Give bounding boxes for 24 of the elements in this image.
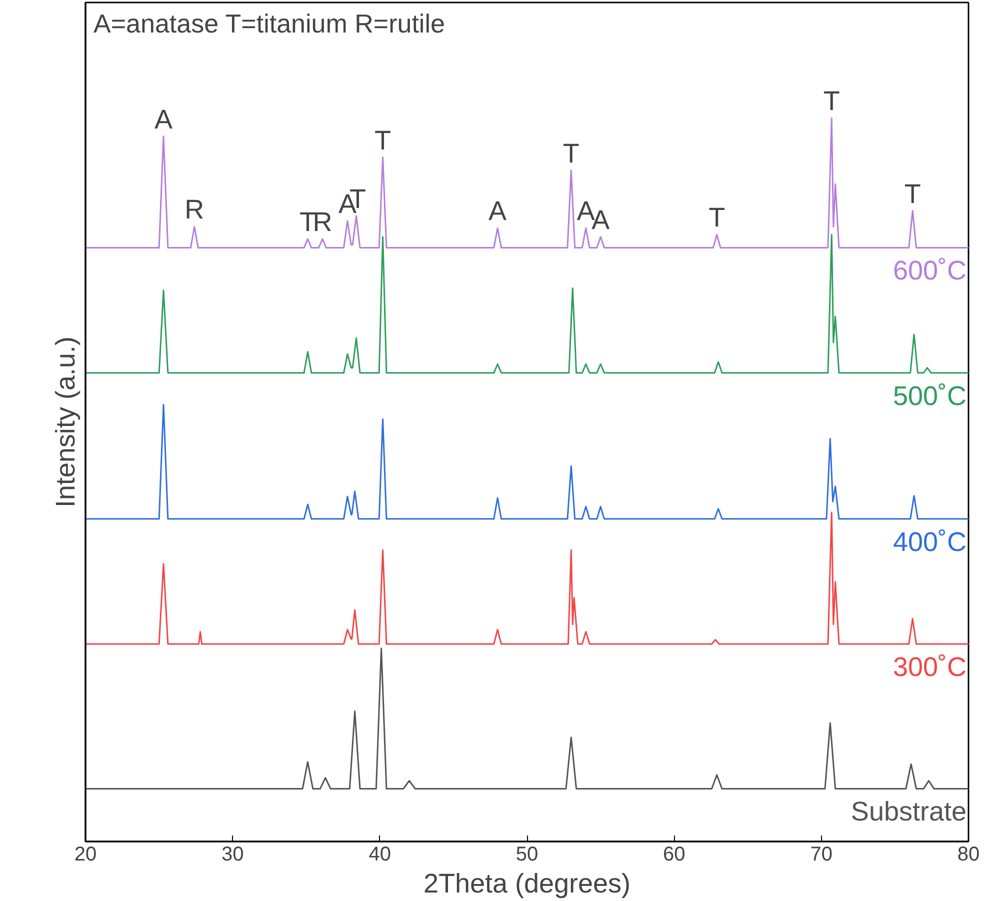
series-label: 400˚C xyxy=(892,526,967,557)
annotation: A xyxy=(154,104,173,134)
annotation: T xyxy=(299,207,316,238)
x-tick-label: 70 xyxy=(810,844,832,866)
x-tick-label: 60 xyxy=(663,844,686,866)
annotation: A xyxy=(488,196,507,226)
annotation: T xyxy=(562,138,580,168)
x-axis-title: 2Theta (degrees) xyxy=(423,868,631,898)
x-tick-label: 20 xyxy=(74,844,97,866)
annotation: T xyxy=(904,178,921,209)
series-label: 600˚C xyxy=(892,256,967,286)
annotation: T xyxy=(823,86,840,116)
series-label: 500˚C xyxy=(892,380,967,411)
annotation: T xyxy=(708,202,726,233)
series-label: 300˚C xyxy=(892,652,967,682)
annotation: T xyxy=(374,125,392,156)
series-label: Substrate xyxy=(850,796,967,827)
x-tick-label: 80 xyxy=(957,844,980,866)
x-tick-label: 40 xyxy=(368,844,391,866)
annotation: R xyxy=(184,194,204,225)
y-axis-title: Intensity (a.u.) xyxy=(50,336,80,508)
text: A=anatase T=titanium R=rutile xyxy=(94,8,445,38)
x-tick-label: 50 xyxy=(516,844,538,866)
x-tick-label: 30 xyxy=(222,844,244,866)
